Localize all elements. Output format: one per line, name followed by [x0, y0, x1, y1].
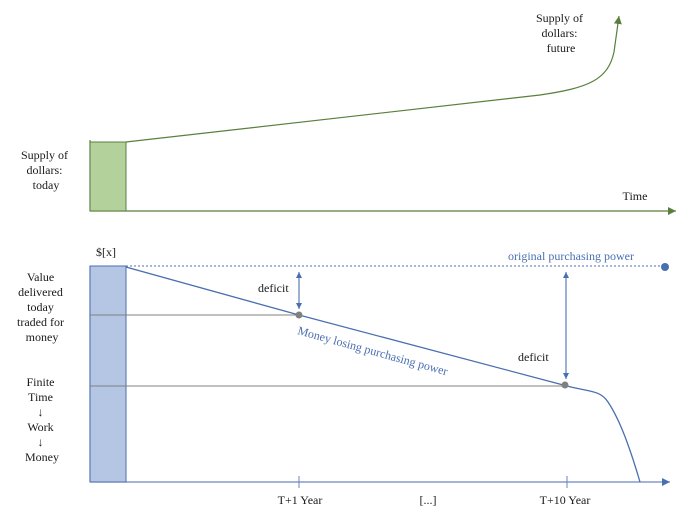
tick-label-t10: T+10 Year: [540, 493, 591, 507]
purchasing-power-decline-curve: [125, 266, 641, 483]
deficit-label-2: deficit: [518, 350, 549, 364]
decline-label: Money losing purchasing power: [296, 323, 449, 378]
bottom-panel: $[x] original purchasing power Money los…: [17, 245, 670, 507]
top-panel: Supply of dollars: today Supply of dolla…: [21, 11, 676, 215]
value-bar: [89, 265, 127, 483]
tick-label-ellipsis: [...]: [420, 493, 437, 507]
point-t1: [295, 311, 303, 319]
supply-growth-curve: [125, 15, 622, 143]
original-purchasing-power-dot: [661, 263, 669, 271]
deficit-label-1: deficit: [258, 281, 289, 295]
point-t10: [561, 381, 569, 389]
supply-today-label: Supply of dollars: today: [21, 148, 71, 192]
supply-future-label: Supply of dollars: future: [536, 11, 586, 55]
original-purchasing-power-label: original purchasing power: [508, 249, 634, 263]
time-axis-label: Time: [623, 189, 648, 203]
finite-time-label: Finite Time ↓ Work ↓ Money: [25, 375, 59, 464]
supply-today-bar: [89, 141, 127, 212]
value-delivered-label: Value delivered today traded for money: [17, 270, 67, 344]
tick-label-t1: T+1 Year: [278, 493, 323, 507]
value-label: $[x]: [96, 245, 116, 259]
